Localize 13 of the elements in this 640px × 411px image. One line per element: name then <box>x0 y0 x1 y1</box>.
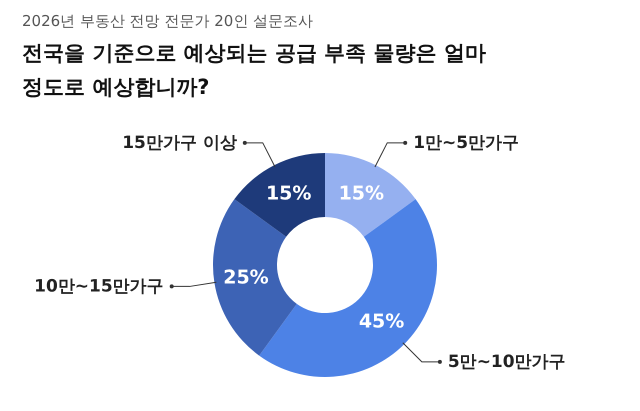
chart-subtitle: 2026년 부동산 전망 전문가 20인 설문조사 <box>22 12 314 31</box>
data-label: 45% <box>358 310 404 333</box>
donut-slice <box>325 153 416 237</box>
donut-slice <box>234 153 325 237</box>
data-label: 25% <box>223 266 269 289</box>
data-label: 15% <box>338 182 384 205</box>
data-label: 15% <box>266 182 312 205</box>
slice-label: 5만~10만가구 <box>448 352 566 372</box>
slice-label: 10만~15만가구 <box>34 276 164 296</box>
donut-slice <box>213 199 297 356</box>
slice-label: 1만~5만가구 <box>413 132 520 153</box>
slice-label: 15만가구 이상 <box>122 132 237 153</box>
chart-title: 전국을 기준으로 예상되는 공급 부족 물량은 얼마정도로 예상합니까? <box>22 40 487 101</box>
